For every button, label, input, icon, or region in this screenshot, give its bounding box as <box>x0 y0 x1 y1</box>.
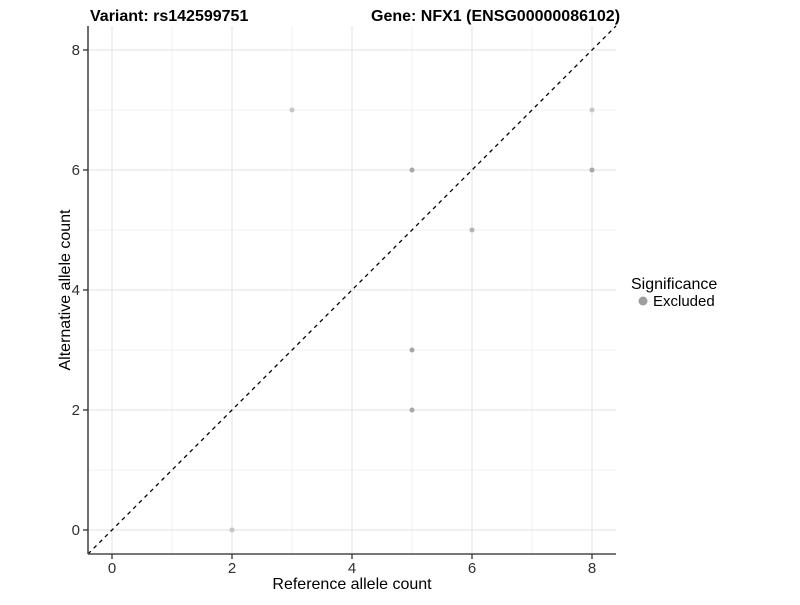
data-point <box>409 407 415 413</box>
x-tick-label: 4 <box>348 560 356 577</box>
legend-excluded-dot-icon <box>638 296 648 306</box>
y-tick-label: 6 <box>72 162 80 179</box>
y-tick-label: 2 <box>72 402 80 419</box>
y-axis-title: Alternative allele count <box>57 209 74 371</box>
x-tick-label: 2 <box>228 560 236 577</box>
gridlines-major <box>88 26 616 554</box>
data-point <box>589 107 595 113</box>
data-point <box>229 527 235 533</box>
y-tick-label: 8 <box>72 42 80 59</box>
y-tick-label: 0 <box>72 522 80 539</box>
x-tick-label: 6 <box>468 560 476 577</box>
legend-item-label: Excluded <box>653 293 715 310</box>
plot-title-variant: Variant: rs142599751 <box>90 8 248 25</box>
x-tick-label: 0 <box>108 560 116 577</box>
x-axis-title: Reference allele count <box>272 576 432 593</box>
data-point <box>469 227 475 233</box>
data-point <box>289 107 295 113</box>
data-point <box>409 167 415 173</box>
legend-title: Significance <box>631 276 717 293</box>
y-tick-label: 4 <box>72 282 80 299</box>
legend: Significance Excluded <box>631 276 717 310</box>
x-axis-ticks: 0 2 4 6 8 <box>108 554 596 577</box>
data-points <box>229 107 595 533</box>
plot-title-gene: Gene: NFX1 (ENSG00000086102) <box>371 8 620 25</box>
x-tick-label: 8 <box>588 560 596 577</box>
y-axis-ticks: 0 2 4 6 8 <box>72 42 88 539</box>
data-point <box>409 347 415 353</box>
data-point <box>589 167 595 173</box>
